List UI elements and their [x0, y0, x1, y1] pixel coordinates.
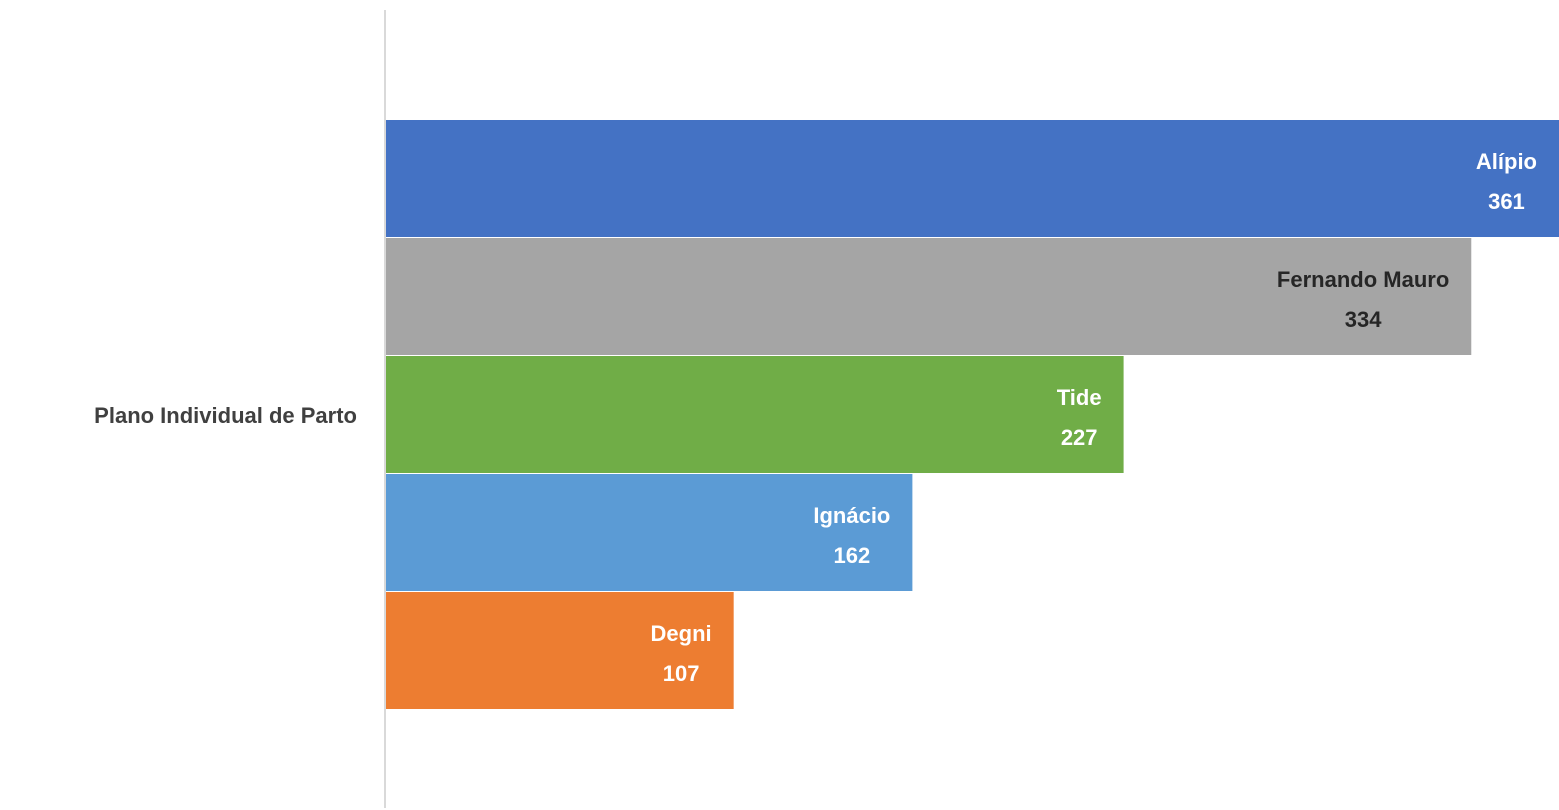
data-label-name-ignacio: Ignácio	[813, 503, 890, 528]
data-label-value-ignacio: 162	[834, 543, 871, 568]
data-label-name-alipio: Alípio	[1476, 149, 1537, 174]
data-label-value-tide: 227	[1061, 425, 1098, 450]
data-label-name-tide: Tide	[1057, 385, 1102, 410]
bar-tide	[386, 356, 1124, 473]
bar-ignacio	[386, 474, 913, 591]
data-labels-group: Alípio 361 Fernando Mauro 334 Tide 227 Ignácio…	[651, 149, 1537, 686]
data-label-value-alipio: 361	[1488, 189, 1525, 214]
bar-fernando-mauro	[386, 238, 1472, 355]
category-label: Plano Individual de Parto	[94, 403, 357, 428]
data-label-name-fernando-mauro: Fernando Mauro	[1277, 267, 1449, 292]
bars-group	[386, 120, 1559, 709]
bar-degni	[386, 592, 734, 709]
data-label-name-degni: Degni	[651, 621, 712, 646]
data-label-value-degni: 107	[663, 661, 700, 686]
bar-alipio	[386, 120, 1559, 237]
data-label-value-fernando-mauro: 334	[1345, 307, 1382, 332]
